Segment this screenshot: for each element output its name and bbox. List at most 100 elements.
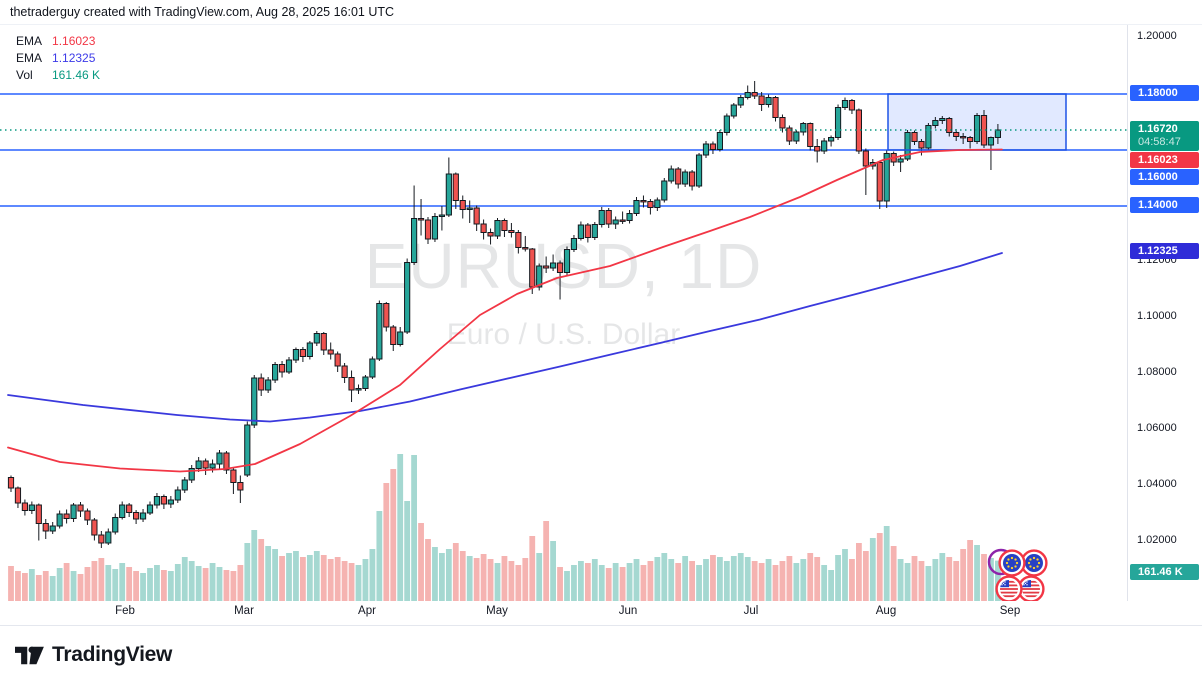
volume-bar — [737, 553, 744, 601]
volume-bar — [209, 563, 216, 601]
candle-down — [619, 219, 626, 222]
volume-bar — [633, 559, 640, 601]
price-tick: 1.08000 — [1137, 366, 1177, 378]
candle-up — [800, 123, 807, 133]
candle-up — [445, 173, 452, 216]
candle-up — [661, 180, 668, 201]
volume-bar — [995, 560, 1001, 601]
candle-down — [515, 232, 522, 248]
volume-bar — [730, 556, 737, 601]
volume-bar — [70, 571, 77, 601]
tradingview-logo[interactable]: TradingView — [14, 643, 172, 667]
candle-up — [119, 504, 126, 518]
volume-bar — [369, 549, 376, 601]
last-price-label: 1.16720 04:58:47 — [1130, 121, 1199, 151]
volume-bar — [751, 561, 758, 601]
volume-bar — [786, 556, 793, 601]
time-tick-aug: Aug — [875, 605, 897, 617]
candle-down — [473, 207, 480, 225]
candle-up — [973, 115, 981, 142]
price-scale[interactable]: 1.20000 1.12000 1.10000 1.08000 1.06000 1.040… — [1127, 24, 1202, 625]
candle-down — [751, 92, 758, 97]
volume-bar — [501, 556, 508, 601]
time-tick-jun: Jun — [618, 605, 638, 617]
candle-down — [91, 519, 98, 536]
candle-down — [605, 210, 612, 225]
candle-down — [967, 137, 974, 142]
candle-down — [133, 512, 140, 520]
candle-down — [543, 265, 550, 269]
volume-name: Vol — [16, 67, 33, 82]
candle-up — [612, 219, 619, 225]
candle-up — [153, 496, 161, 506]
volume-bar — [306, 555, 313, 601]
volume-bar — [459, 551, 466, 601]
time-tick-may: May — [486, 605, 508, 617]
candle-down — [230, 469, 237, 483]
volume-bar — [237, 565, 244, 601]
candle-up — [265, 379, 272, 391]
volume-bar — [362, 559, 369, 601]
volume-bar — [842, 549, 848, 601]
volume-bar — [717, 557, 723, 601]
candle-up — [904, 132, 911, 160]
attribution-text: thetraderguy created with TradingView.co… — [10, 5, 395, 19]
volume-bar — [661, 553, 668, 601]
price-line-label-1-16: 1.16000 — [1130, 169, 1199, 185]
volume-bar — [647, 561, 654, 601]
candle-down — [84, 510, 91, 521]
volume-bar — [161, 570, 167, 601]
indicator-legend: EMA 1.16023 EMA 1.12325 Vol 161.46 K — [16, 32, 100, 83]
candle-down — [848, 100, 856, 111]
candle-down — [640, 200, 647, 203]
volume-bar — [56, 568, 63, 601]
candle-up — [765, 97, 772, 105]
candle-up — [431, 216, 439, 240]
candle-up — [292, 349, 300, 361]
volume-bar — [550, 541, 556, 601]
candle-up — [737, 97, 744, 106]
candle-down — [223, 452, 230, 471]
eur-flag-icon — [998, 549, 1026, 577]
candle-up — [49, 525, 56, 532]
candle-up — [146, 504, 154, 514]
volume-bar — [779, 561, 786, 601]
candle-down — [452, 173, 459, 201]
volume-bar — [821, 565, 828, 601]
volume-bar — [564, 571, 570, 601]
candle-down — [7, 477, 15, 489]
volume-bar — [119, 563, 126, 601]
candle-up — [716, 132, 723, 150]
time-scale[interactable]: Feb Mar Apr May Jun Jul Aug Sep — [0, 601, 1202, 626]
time-tick-sep: Sep — [999, 605, 1021, 617]
volume-bar — [174, 564, 181, 601]
candle-up — [244, 424, 251, 476]
volume-bar — [904, 563, 911, 601]
volume-bar — [376, 511, 383, 601]
currency-flags-sticker[interactable] — [987, 548, 1048, 603]
volume-bar — [35, 575, 42, 601]
candle-down — [786, 127, 793, 142]
volume-bar — [571, 565, 577, 601]
volume-bar — [835, 555, 841, 601]
volume-bar — [15, 571, 21, 601]
volume-bar — [800, 559, 807, 601]
candle-up — [994, 129, 1001, 138]
price-line-label-1-18: 1.18000 — [1130, 85, 1199, 101]
candle-down — [529, 248, 536, 288]
volume-bar — [744, 557, 751, 601]
candle-up — [174, 489, 181, 501]
volume-bar — [932, 559, 939, 601]
volume-bar — [202, 568, 209, 601]
volume-bar — [807, 553, 814, 601]
candle-down — [341, 365, 348, 378]
volume-bar — [195, 566, 202, 601]
candle-up — [404, 262, 411, 333]
volume-bar — [522, 558, 529, 601]
volume-bar — [988, 558, 994, 601]
volume-bar — [703, 559, 709, 601]
volume-bar — [536, 553, 543, 601]
candle-up — [466, 207, 473, 210]
volume-bar — [77, 574, 84, 601]
